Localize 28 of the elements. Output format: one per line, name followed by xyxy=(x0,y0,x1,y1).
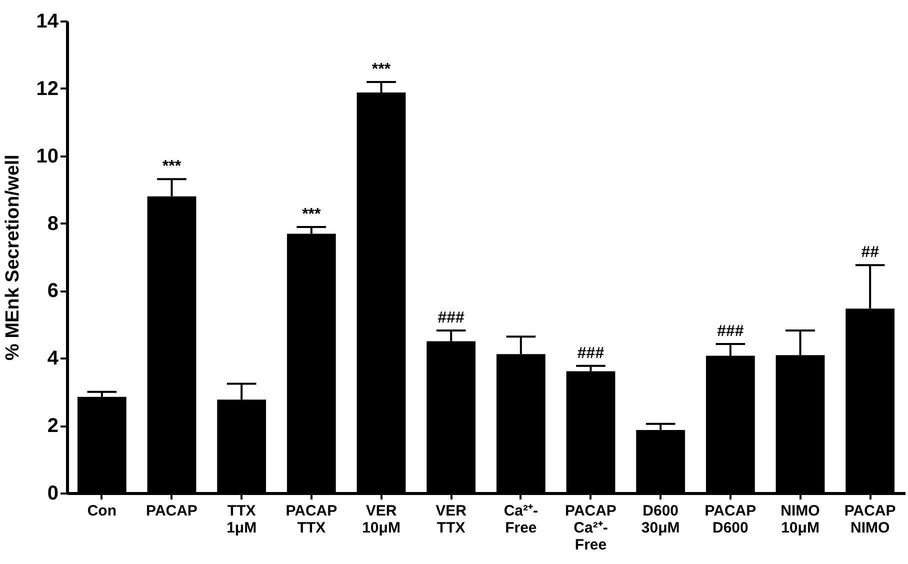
data-label: ### xyxy=(577,344,604,362)
x-tick-label: VER TTX xyxy=(436,502,467,536)
data-label: ### xyxy=(717,322,744,340)
y-tick-label: 0 xyxy=(47,482,58,504)
x-tick-label: VER 10μM xyxy=(362,502,400,536)
x-tick-label: PACAP Ca²⁺- Free xyxy=(565,502,616,554)
data-label: *** xyxy=(372,61,392,78)
x-tick-label: Con xyxy=(87,502,117,520)
y-tick-label: 4 xyxy=(47,348,60,370)
x-tick-label: PACAP TTX xyxy=(286,502,338,536)
y-tick-label: 14 xyxy=(36,10,60,32)
y-tick-label: 10 xyxy=(36,145,58,168)
data-label: ### xyxy=(438,309,465,326)
y-tick-label: 12 xyxy=(36,78,58,100)
x-tick-label: NIMO 10μM xyxy=(780,502,820,536)
y-tick-label: 8 xyxy=(47,212,58,235)
data-label: ## xyxy=(861,244,880,262)
x-tick-label: PACAP NIMO xyxy=(844,502,896,536)
x-tick-label: Ca²⁺- Free xyxy=(504,502,538,536)
data-label: *** xyxy=(302,206,322,223)
x-tick-label: PACAP xyxy=(146,502,198,520)
y-axis-title: % MEnk Secretion/well xyxy=(2,154,24,360)
x-tick-label: D600 30μM xyxy=(641,502,680,536)
x-tick-label: TTX 1μM xyxy=(226,502,257,536)
y-tick-label: 6 xyxy=(47,280,58,302)
data-label: *** xyxy=(162,158,182,176)
x-tick-label: PACAP D600 xyxy=(704,502,756,536)
y-tick-label: 2 xyxy=(47,415,58,438)
